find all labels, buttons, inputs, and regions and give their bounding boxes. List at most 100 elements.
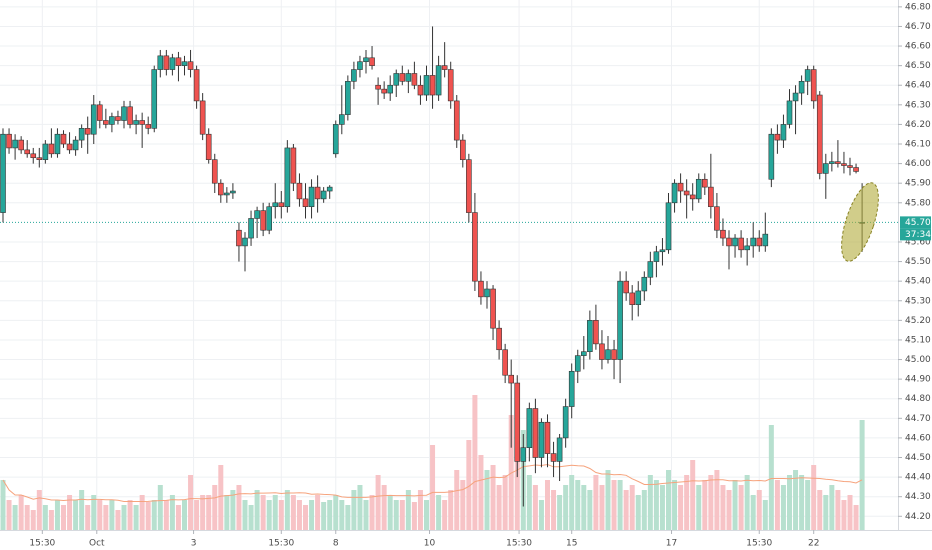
candle-body (133, 120, 139, 125)
candle-body (695, 178, 702, 200)
candle-body (810, 69, 817, 102)
volume-bar (641, 490, 647, 530)
volume-bar (224, 495, 230, 530)
candle-body (169, 57, 176, 70)
candle-body (562, 406, 569, 439)
volume-bar (726, 490, 732, 530)
candle-body (756, 237, 763, 247)
volume-bar (744, 475, 750, 530)
candle-body (30, 153, 37, 159)
candle-body (792, 92, 799, 102)
candle-body (738, 237, 744, 251)
volume-bar (629, 485, 635, 530)
candle-body (847, 165, 853, 168)
candle-body (266, 206, 273, 231)
candle-body (345, 81, 351, 115)
volume-bar (0, 480, 6, 530)
volume-bar (817, 490, 823, 530)
candle-body (435, 65, 442, 96)
candle-body (157, 55, 164, 70)
volume-bar (163, 500, 169, 530)
volume-bar (502, 475, 508, 530)
volume-bar (417, 490, 423, 530)
y-tick-label: 44.40 (905, 473, 931, 483)
y-tick-label: 46.00 (905, 159, 931, 169)
candle-body (532, 408, 539, 458)
volume-bar (357, 485, 363, 530)
candle-body (48, 143, 55, 155)
volume-bar (490, 465, 496, 530)
volume-bar (30, 510, 36, 530)
x-tick-label: 8 (333, 539, 339, 549)
candle-body (308, 186, 315, 208)
last-price-label: 45.70 (905, 218, 931, 228)
volume-ma-line (2, 463, 863, 502)
y-tick-label: 44.50 (905, 453, 931, 463)
plot (0, 0, 898, 530)
volume-bar (811, 465, 817, 530)
candle-body (786, 100, 793, 125)
y-tick-label: 45.80 (905, 198, 931, 208)
volume-bar (399, 500, 405, 530)
volume-bar (702, 480, 708, 530)
candle-body (677, 182, 684, 192)
candle-body (423, 75, 430, 96)
volume-bar (375, 475, 381, 530)
y-tick-label: 44.80 (905, 394, 931, 404)
candle-body (829, 161, 835, 164)
volume-bar (200, 495, 206, 530)
volume-bar (6, 500, 12, 530)
candle-body (822, 163, 829, 174)
candle-body (127, 106, 133, 125)
volume-bar (478, 455, 484, 530)
volume-bar (103, 505, 109, 530)
y-tick-label: 44.20 (905, 512, 931, 522)
candle-body (538, 421, 545, 458)
candle-body (242, 237, 248, 247)
volume-bar (575, 480, 581, 530)
candle-body (375, 84, 381, 90)
volume-bar (339, 500, 345, 530)
candle-body (647, 261, 654, 278)
volume-bar (284, 490, 290, 530)
candle-body (617, 280, 623, 360)
volume-bar (472, 395, 478, 530)
volume-bar (182, 500, 187, 530)
volume-bar (127, 500, 133, 530)
candle-body (187, 61, 194, 70)
candle-body (193, 69, 200, 102)
candle-body (701, 178, 708, 188)
volume-bar (290, 495, 296, 530)
volume-bar (678, 485, 684, 530)
candle-body (163, 55, 170, 70)
volume-bar (109, 500, 115, 530)
candle-body (78, 128, 85, 141)
candle-body (405, 73, 412, 82)
candle-body (84, 128, 91, 135)
volume-bar (218, 465, 224, 530)
candle-body (490, 288, 496, 329)
volume-bar (260, 495, 266, 530)
candle-body (472, 212, 478, 282)
candle-body (181, 61, 188, 66)
candle-body (762, 233, 769, 247)
candle-body (205, 133, 212, 160)
overlay: 46.80 46.70 46.60 46.50 46.40 46.30 46.20 46.10… (29, 2, 931, 548)
volume-bar (720, 485, 726, 530)
volume-bar (823, 495, 829, 530)
candle-body (574, 355, 581, 372)
candle-body (236, 229, 242, 247)
x-tick-label: 10 (424, 539, 436, 549)
candle-body (338, 114, 345, 125)
volume-bar (18, 495, 24, 530)
volume-bar (393, 500, 399, 530)
y-tick-label: 46.20 (905, 120, 931, 130)
candle-body (369, 57, 375, 66)
candle-body (744, 245, 750, 251)
volume-bar (73, 500, 79, 530)
volume-bar (309, 500, 315, 530)
x-tick-label: 3 (191, 539, 197, 549)
candle-body (296, 182, 303, 200)
volume-bar (24, 505, 30, 530)
volume-bar (248, 505, 254, 530)
